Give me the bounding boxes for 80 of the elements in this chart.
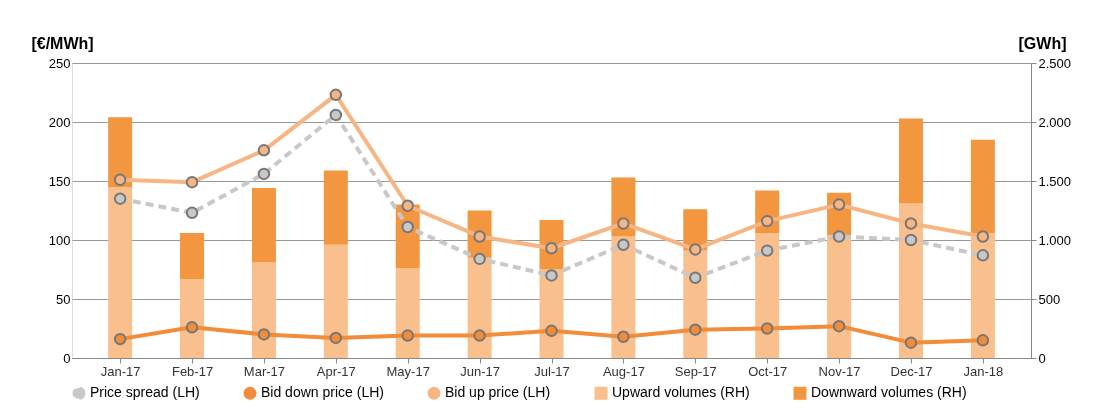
point	[976, 334, 990, 347]
point	[689, 243, 702, 256]
point	[832, 319, 846, 333]
point	[185, 206, 199, 220]
x-tick-label: May-17	[386, 363, 430, 379]
point	[473, 329, 486, 342]
legend-label: Upward volumes (RH)	[612, 384, 750, 401]
point	[329, 331, 343, 345]
x-tick-label: Mar-17	[243, 363, 286, 379]
y-tick-label: 100	[48, 232, 71, 248]
x-tick-label: Jun-17	[460, 363, 500, 379]
point	[904, 217, 918, 230]
point	[401, 220, 414, 234]
y-tick-label: 0	[63, 350, 71, 366]
bar	[180, 232, 205, 279]
bar	[395, 268, 420, 358]
bar	[251, 188, 276, 263]
point	[760, 214, 774, 228]
y2-tick-label: 1.000	[1038, 232, 1072, 248]
legend-label: Price spread (LH)	[90, 384, 200, 401]
point	[257, 167, 271, 181]
point	[976, 249, 990, 262]
y2-tick-label: 0	[1038, 350, 1046, 366]
bar	[180, 278, 205, 358]
point	[473, 252, 486, 266]
point	[617, 238, 630, 251]
x-tick-label: Apr-17	[316, 363, 356, 379]
bar	[323, 170, 348, 245]
point	[617, 330, 630, 343]
bar	[108, 117, 133, 187]
x-tick-label: Jan-18	[963, 363, 1004, 379]
point	[904, 233, 918, 247]
point	[257, 328, 271, 341]
y-tick-label: 50	[56, 291, 71, 307]
x-tick-label: Jan-17	[100, 363, 141, 379]
y-tick-label: 250	[48, 55, 71, 71]
bar	[251, 262, 276, 358]
point	[401, 329, 414, 342]
point	[329, 88, 343, 102]
point	[545, 324, 558, 338]
y-axis-title: [€/MWh]	[31, 34, 94, 52]
y2-tick-label: 1.500	[1038, 173, 1072, 189]
point	[113, 332, 127, 346]
legend-label: Downward volumes (RH)	[811, 384, 967, 401]
point	[113, 192, 127, 205]
point	[545, 269, 558, 282]
y2-tick-label: 2.000	[1038, 114, 1072, 130]
legend-label: Bid down price (LH)	[261, 384, 384, 401]
point	[689, 271, 702, 284]
point	[832, 230, 846, 243]
point	[689, 323, 702, 336]
x-tick-label: Jul-17	[534, 363, 570, 379]
y2-axis-title: [GWh]	[1018, 34, 1067, 52]
y2-tick-label: 2.500	[1038, 55, 1072, 71]
point	[832, 198, 846, 211]
bar	[827, 235, 852, 358]
x-tick-label: Aug-17	[602, 363, 645, 379]
point	[760, 244, 774, 257]
x-tick-label: Feb-17	[171, 363, 214, 379]
point	[185, 321, 199, 334]
point	[329, 108, 343, 122]
point	[617, 217, 630, 230]
point	[185, 175, 199, 189]
x-tick-label: Nov-17	[818, 363, 861, 379]
point	[976, 230, 990, 243]
x-tick-label: Dec-17	[890, 363, 933, 379]
bar	[323, 244, 348, 358]
legend-label: Bid up price (LH)	[445, 384, 551, 401]
point	[113, 173, 127, 187]
x-tick-label: Sep-17	[674, 363, 717, 379]
y2-tick-label: 500	[1038, 291, 1061, 307]
bar	[970, 139, 995, 233]
point	[257, 144, 271, 157]
point	[904, 336, 918, 349]
y-tick-label: 200	[48, 114, 71, 130]
y-tick-label: 150	[48, 173, 71, 189]
point	[401, 199, 414, 213]
bar	[898, 118, 923, 204]
x-tick-label: Oct-17	[748, 363, 788, 379]
point	[760, 322, 774, 335]
